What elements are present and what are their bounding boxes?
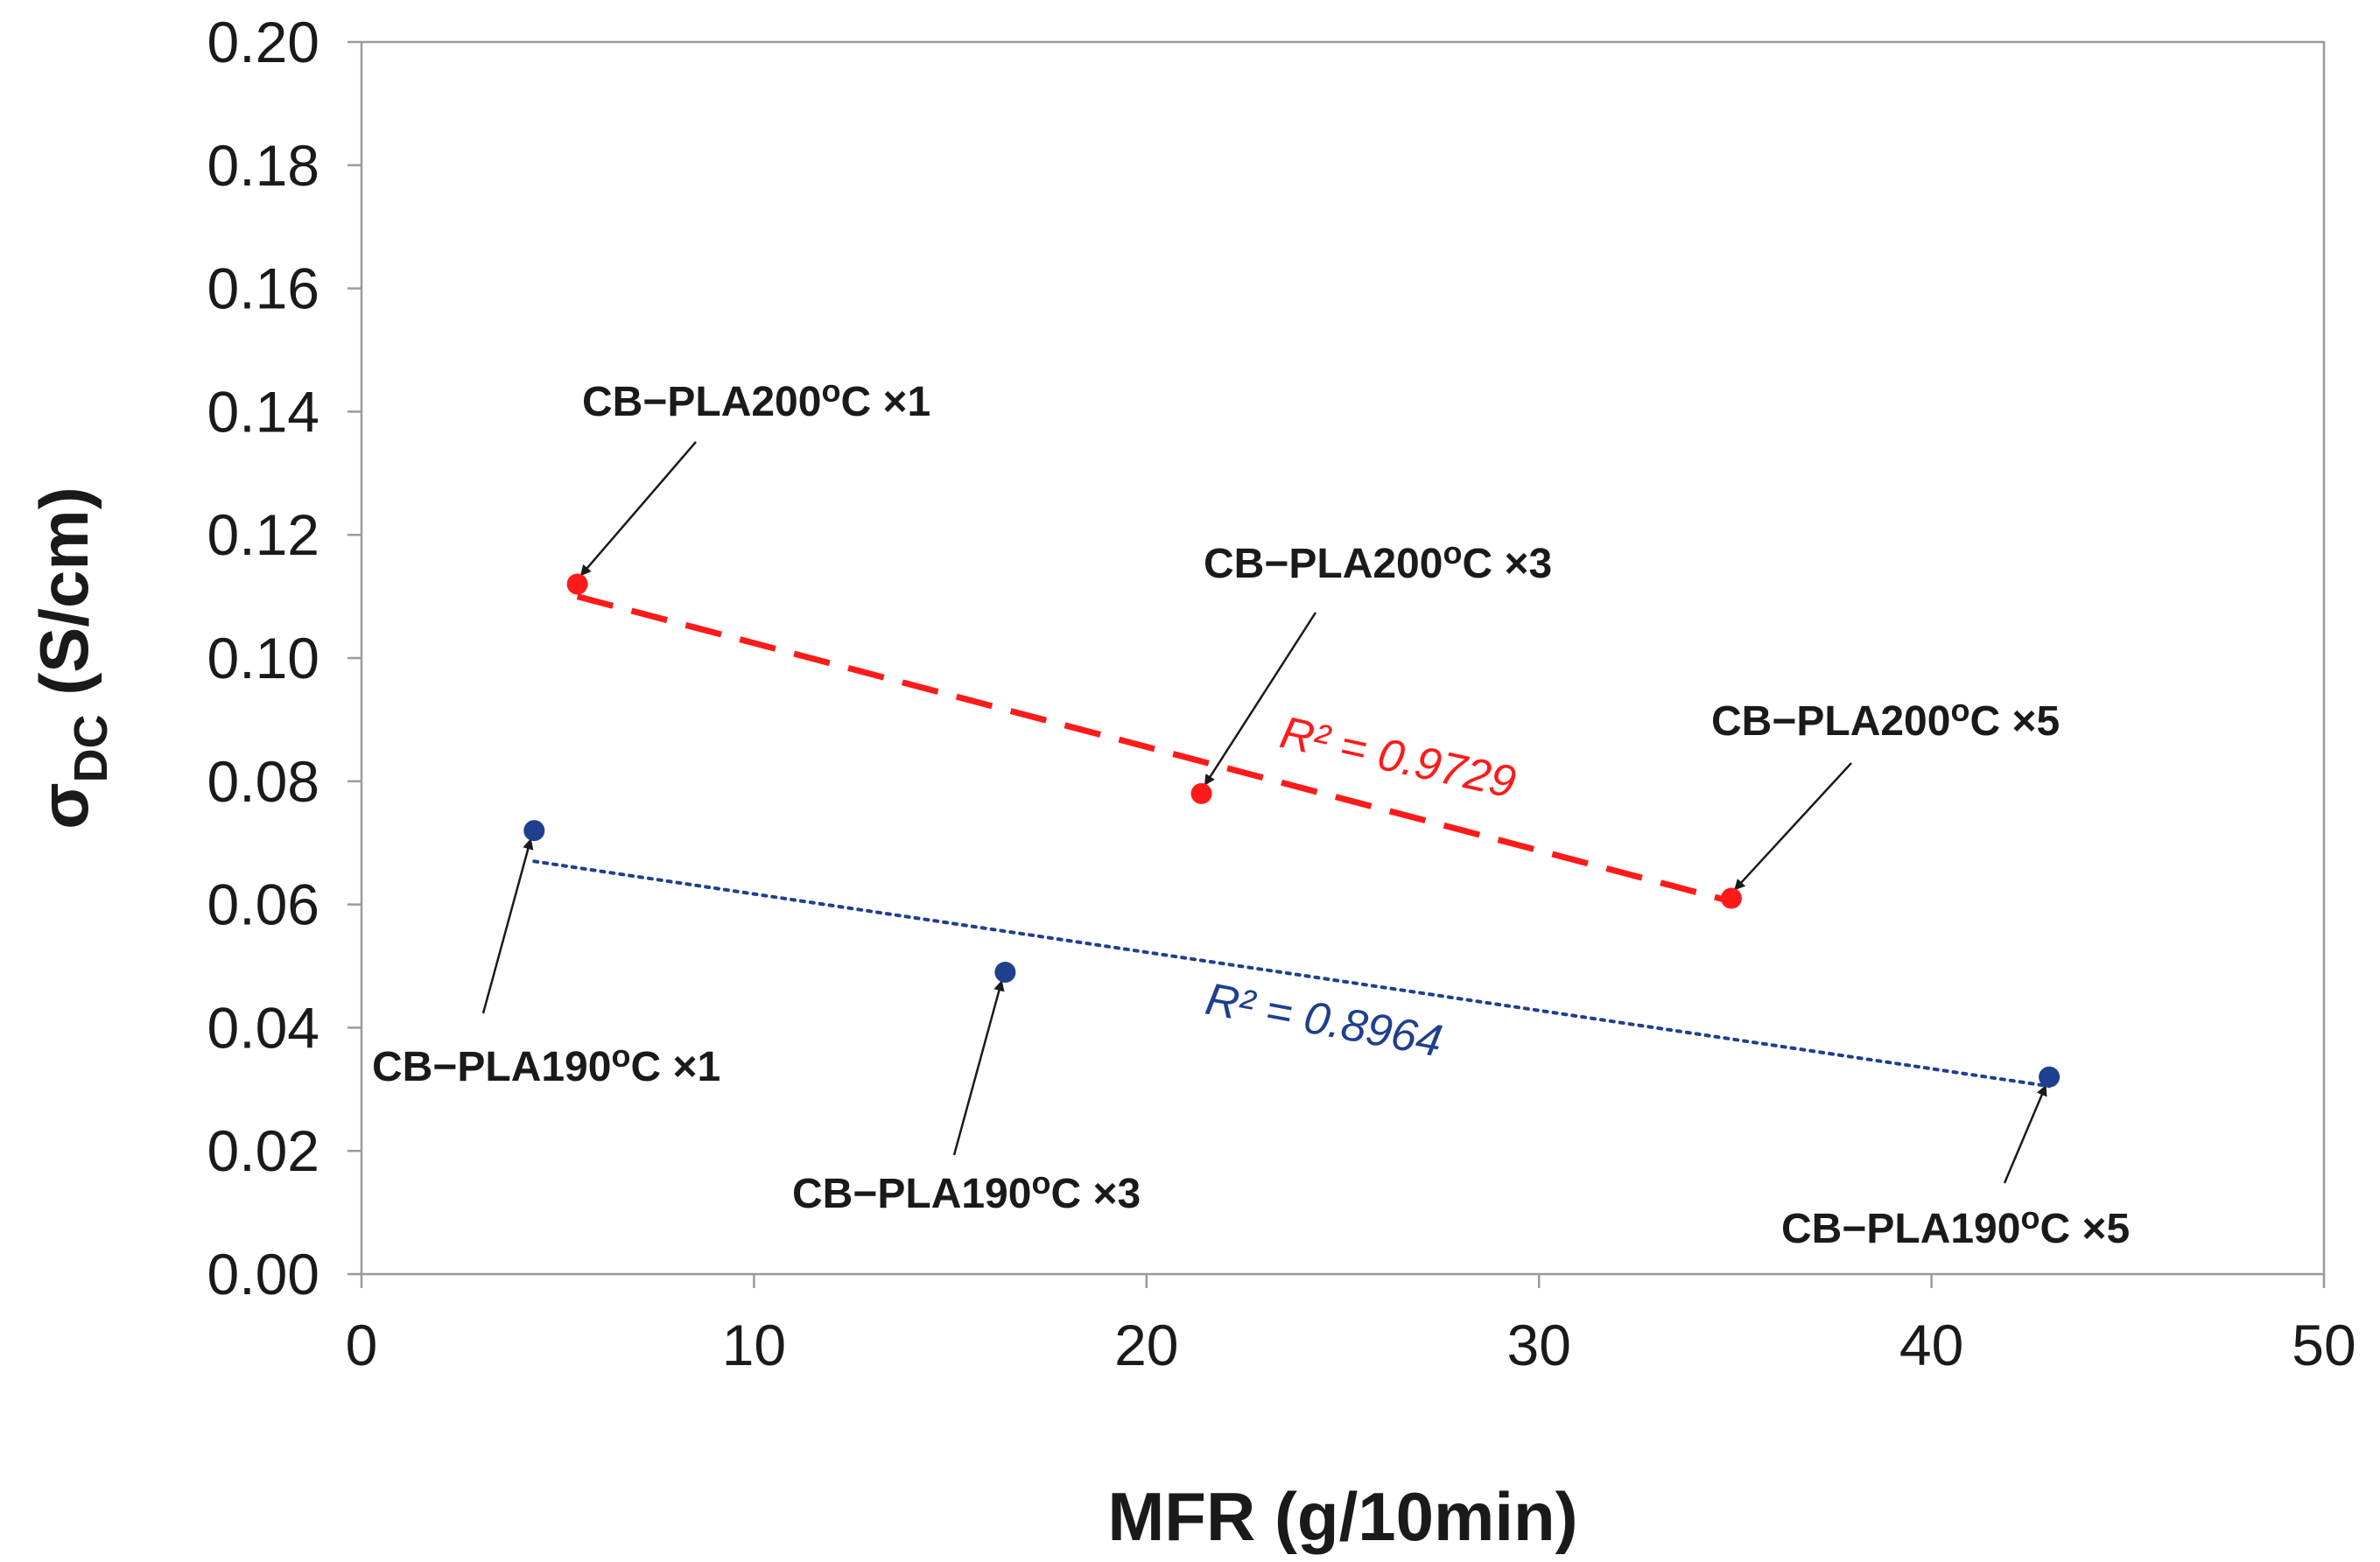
y-tick-label: 0.08 (207, 749, 319, 814)
annotation-suffix: C ×5 (1969, 698, 2060, 745)
y-axis-title-subscript: DC (65, 714, 117, 782)
trendline-190c (532, 859, 2052, 1089)
point-annotation: CB−PLA200oC ×1 (582, 373, 930, 425)
y-axis-title: σDC (S/cm) (25, 487, 117, 829)
annotation-arrow (579, 441, 697, 577)
point-annotation: CB−PLA190oC ×3 (792, 1165, 1141, 1217)
y-tick-label: 0.14 (207, 379, 319, 444)
annotation-name: CB−PLA200 (582, 379, 821, 425)
data-point (994, 962, 1016, 984)
y-tick-label: 0.10 (207, 626, 319, 690)
annotation-arrow (1204, 612, 1317, 786)
x-tick-label: 10 (722, 1313, 786, 1377)
annotation-name: CB−PLA200 (1711, 698, 1950, 745)
annotation-suffix: C ×5 (2039, 1206, 2130, 1252)
x-tick-label: 40 (1899, 1313, 1963, 1377)
annotation-arrow (952, 979, 1005, 1156)
annotation-degree: o (1443, 535, 1462, 571)
annotation-arrow (1733, 762, 1852, 891)
annotation-name: CB−PLA190 (792, 1171, 1031, 1217)
annotation-arrow (481, 837, 534, 1014)
y-axis-title-symbol: σ (25, 782, 102, 829)
annotation-degree: o (1031, 1165, 1050, 1201)
annotation-degree: o (2020, 1200, 2039, 1236)
data-point (523, 820, 545, 842)
point-annotation: CB−PLA190oC ×5 (1781, 1200, 2130, 1252)
annotation-suffix: C ×3 (1462, 541, 1552, 587)
x-tick-label: 0 (346, 1313, 378, 1377)
y-tick-label: 0.02 (207, 1118, 319, 1183)
x-tick-label: 30 (1506, 1313, 1570, 1377)
annotation-suffix: C ×1 (630, 1044, 720, 1090)
annotation-name: CB−PLA200 (1204, 541, 1443, 587)
y-tick-label: 0.12 (207, 502, 319, 567)
r2-label: R² = 0.8964 (1202, 974, 1446, 1068)
annotation-degree: o (821, 373, 840, 409)
y-tick-label: 0.20 (207, 10, 319, 74)
x-axis-title: MFR (g/10min) (1107, 1478, 1577, 1555)
y-tick-label: 0.00 (207, 1242, 319, 1306)
x-tick-label: 20 (1114, 1313, 1178, 1377)
data-point (1720, 887, 1742, 909)
data-point (2039, 1066, 2061, 1088)
y-tick-label: 0.16 (207, 256, 319, 321)
data-point (566, 573, 588, 595)
point-annotation: CB−PLA190oC ×1 (372, 1038, 720, 1090)
y-tick-label: 0.18 (207, 133, 319, 198)
point-annotation: CB−PLA200oC ×3 (1204, 535, 1552, 587)
annotation-degree: o (1950, 692, 1969, 728)
x-tick-label: 50 (2292, 1313, 2355, 1377)
annotation-degree: o (611, 1038, 630, 1074)
data-point (1190, 782, 1212, 804)
point-annotation: CB−PLA200oC ×5 (1711, 692, 2060, 745)
trendline-200c (576, 593, 1732, 905)
y-tick-label: 0.06 (207, 872, 319, 937)
y-tick-label: 0.04 (207, 995, 319, 1060)
annotation-arrow (2003, 1084, 2047, 1184)
annotation-name: CB−PLA190 (372, 1044, 611, 1090)
annotation-suffix: C ×3 (1050, 1171, 1141, 1217)
annotation-name: CB−PLA190 (1781, 1206, 2020, 1252)
y-axis-title-unit: (S/cm) (25, 487, 102, 714)
annotation-suffix: C ×1 (840, 379, 930, 425)
